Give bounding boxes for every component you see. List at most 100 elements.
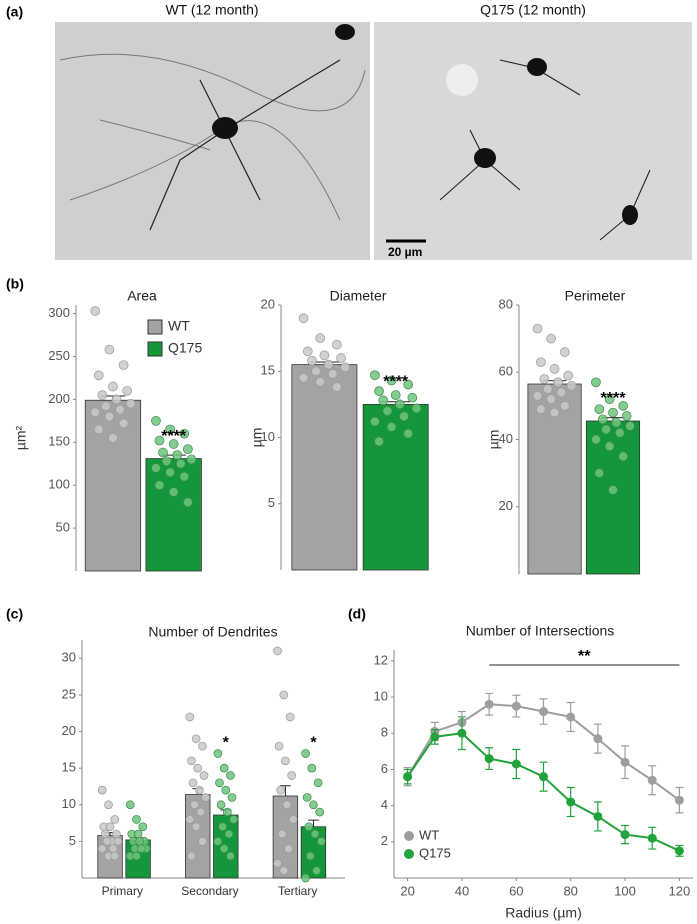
data-point: [620, 830, 630, 840]
data-point: [138, 822, 148, 832]
data-point: [185, 712, 195, 722]
data-point: [382, 406, 393, 416]
panel-label: (b): [6, 276, 24, 292]
data-point: [390, 390, 401, 400]
data-point: [407, 392, 418, 403]
data-point: [101, 401, 111, 412]
x-tick-label: Primary: [102, 884, 143, 898]
y-tick-label: 12: [374, 652, 388, 667]
data-point: [229, 815, 238, 824]
data-point: [539, 707, 548, 717]
data-point: [97, 390, 108, 400]
y-axis-label: µm: [249, 428, 265, 448]
data-point: [100, 829, 110, 839]
y-tick-label: 4: [381, 797, 388, 812]
data-point: [110, 851, 120, 861]
data-point: [315, 807, 325, 817]
data-point: [374, 436, 384, 447]
data-point: [274, 741, 284, 751]
data-point: [536, 357, 546, 368]
y-tick-label: 200: [48, 391, 70, 406]
x-tick-label: Secondary: [181, 884, 238, 898]
data-point: [532, 323, 543, 334]
y-tick-label: 5: [69, 833, 76, 848]
data-point: [125, 398, 136, 409]
data-point: [549, 364, 560, 374]
data-point: [194, 785, 204, 795]
data-point: [403, 428, 414, 439]
data-point: [97, 844, 107, 854]
chart-title: Area: [127, 288, 157, 304]
panel-label: (d): [348, 606, 366, 622]
y-tick-label: 10: [261, 429, 275, 444]
legend-swatch: [147, 319, 163, 335]
data-point: [222, 807, 232, 817]
line: [406, 732, 680, 852]
data-point: [539, 374, 550, 384]
data-point: [301, 873, 310, 883]
data-point: [132, 851, 141, 861]
significance: *: [223, 735, 230, 752]
data-point: [188, 778, 198, 788]
micrograph-q175: [374, 22, 692, 260]
data-point: [316, 837, 326, 846]
data-point: [133, 829, 143, 839]
y-tick-label: 8: [381, 725, 388, 740]
data-point: [104, 411, 115, 422]
data-point: [532, 390, 543, 401]
y-tick-label: 15: [62, 760, 76, 775]
data-point: [370, 416, 380, 427]
y-tick-label: 80: [499, 296, 513, 311]
data-point: [556, 387, 567, 398]
data-point: [186, 454, 197, 465]
data-point: [315, 333, 326, 343]
data-point: [604, 441, 615, 452]
y-tick-label: 10: [374, 688, 388, 703]
data-point: [183, 497, 193, 508]
data-point: [332, 339, 342, 350]
data-point: [386, 422, 397, 432]
data-point: [647, 833, 657, 843]
bar: [291, 364, 358, 571]
y-tick-label: 100: [48, 477, 70, 492]
data-point: [165, 424, 175, 435]
data-point: [301, 749, 310, 758]
data-point: [165, 467, 175, 478]
data-point: [559, 347, 570, 357]
data-point: [597, 414, 608, 425]
data-point: [224, 829, 234, 839]
data-point: [136, 844, 146, 854]
data-point: [216, 800, 226, 810]
image-title: Q175 (12 month): [480, 2, 586, 18]
data-point: [608, 407, 618, 418]
data-point: [307, 355, 317, 366]
chart-title: Perimeter: [565, 288, 626, 304]
data-point: [319, 350, 330, 361]
data-point: [105, 822, 115, 832]
data-point: [115, 404, 125, 415]
x-tick-label: 40: [455, 883, 469, 898]
chart-title: Number of Dendrites: [148, 624, 277, 640]
y-tick-label: 5: [268, 495, 275, 510]
x-tick-label: 120: [669, 883, 691, 898]
data-point: [161, 456, 172, 467]
x-tick-label: 100: [614, 883, 636, 898]
data-point: [336, 353, 346, 363]
data-point: [151, 463, 161, 473]
error-bar: [308, 819, 319, 827]
chart-title: Diameter: [330, 288, 387, 304]
micrograph-wt: [55, 22, 370, 260]
data-point: [90, 306, 101, 316]
data-point: [546, 394, 556, 404]
data-point: [132, 815, 141, 824]
data-point: [340, 362, 351, 373]
bar: [84, 399, 142, 572]
data-point: [102, 837, 112, 846]
y-tick-label: 30: [62, 650, 76, 665]
data-point: [304, 822, 314, 832]
data-point: [154, 480, 165, 491]
data-point: [536, 404, 546, 415]
legend-label: Q175: [419, 845, 451, 860]
data-point: [327, 369, 338, 379]
data-point: [539, 772, 548, 782]
